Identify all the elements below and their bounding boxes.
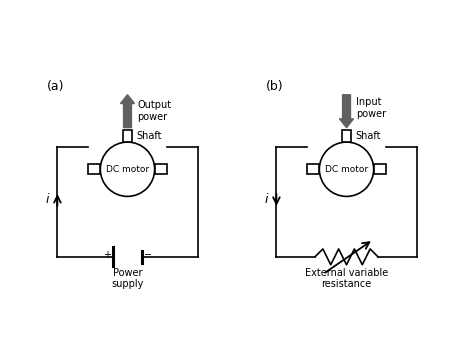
Text: (b): (b): [265, 79, 283, 93]
Text: +: +: [103, 250, 111, 260]
FancyArrow shape: [339, 95, 354, 127]
Text: DC motor: DC motor: [106, 165, 149, 174]
Bar: [123, 130, 132, 142]
Text: Shaft: Shaft: [137, 131, 162, 141]
Bar: [374, 164, 386, 174]
Text: i: i: [265, 193, 269, 206]
Bar: [307, 164, 319, 174]
Text: External variable
resistance: External variable resistance: [305, 268, 388, 289]
Text: Output
power: Output power: [137, 100, 171, 122]
Text: (a): (a): [46, 79, 64, 93]
Text: Shaft: Shaft: [356, 131, 381, 141]
Text: i: i: [46, 193, 49, 206]
Circle shape: [100, 142, 155, 197]
Circle shape: [319, 142, 374, 197]
Text: Input
power: Input power: [356, 97, 386, 119]
FancyArrow shape: [120, 95, 135, 127]
Bar: [155, 164, 167, 174]
Bar: [342, 130, 351, 142]
Text: −: −: [144, 250, 152, 260]
Text: Power
supply: Power supply: [111, 268, 144, 289]
Bar: [88, 164, 100, 174]
Text: DC motor: DC motor: [325, 165, 368, 174]
